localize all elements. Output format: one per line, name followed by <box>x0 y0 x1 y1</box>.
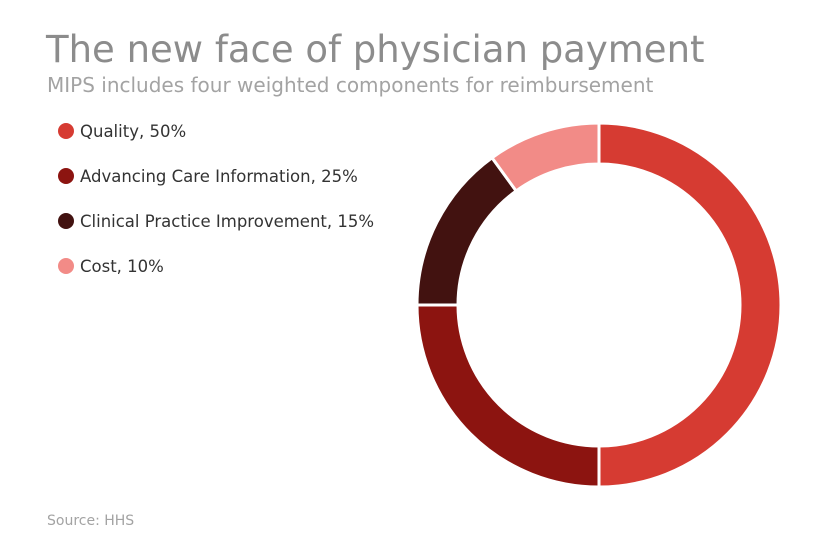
donut-slice-cost <box>489 121 601 194</box>
legend-item-quality: Quality, 50% <box>58 120 374 142</box>
chart-subtitle: MIPS includes four weighted components f… <box>47 73 654 97</box>
legend-label-advancing-care: Advancing Care Information, 25% <box>80 166 358 186</box>
legend-label-quality: Quality, 50% <box>80 121 187 141</box>
legend-swatch-advancing-care <box>58 168 74 184</box>
legend-label-cost: Cost, 10% <box>80 256 164 276</box>
legend-swatch-clinical-practice <box>58 213 74 229</box>
legend-swatch-cost <box>58 258 74 274</box>
donut-slice-advancing-care-information <box>415 303 601 489</box>
chart-title: The new face of physician payment <box>46 28 705 71</box>
legend-item-clinical-practice: Clinical Practice Improvement, 15% <box>58 210 374 232</box>
legend-label-clinical-practice: Clinical Practice Improvement, 15% <box>80 211 375 231</box>
legend-item-cost: Cost, 10% <box>58 255 374 277</box>
source-note: Source: HHS <box>47 513 135 529</box>
legend-item-advancing-care: Advancing Care Information, 25% <box>58 165 374 187</box>
legend-swatch-quality <box>58 123 74 139</box>
legend: Quality, 50% Advancing Care Information,… <box>58 120 374 300</box>
donut-slice-quality <box>597 121 783 489</box>
donut-slice-clinical-practice-improvement <box>415 155 519 307</box>
